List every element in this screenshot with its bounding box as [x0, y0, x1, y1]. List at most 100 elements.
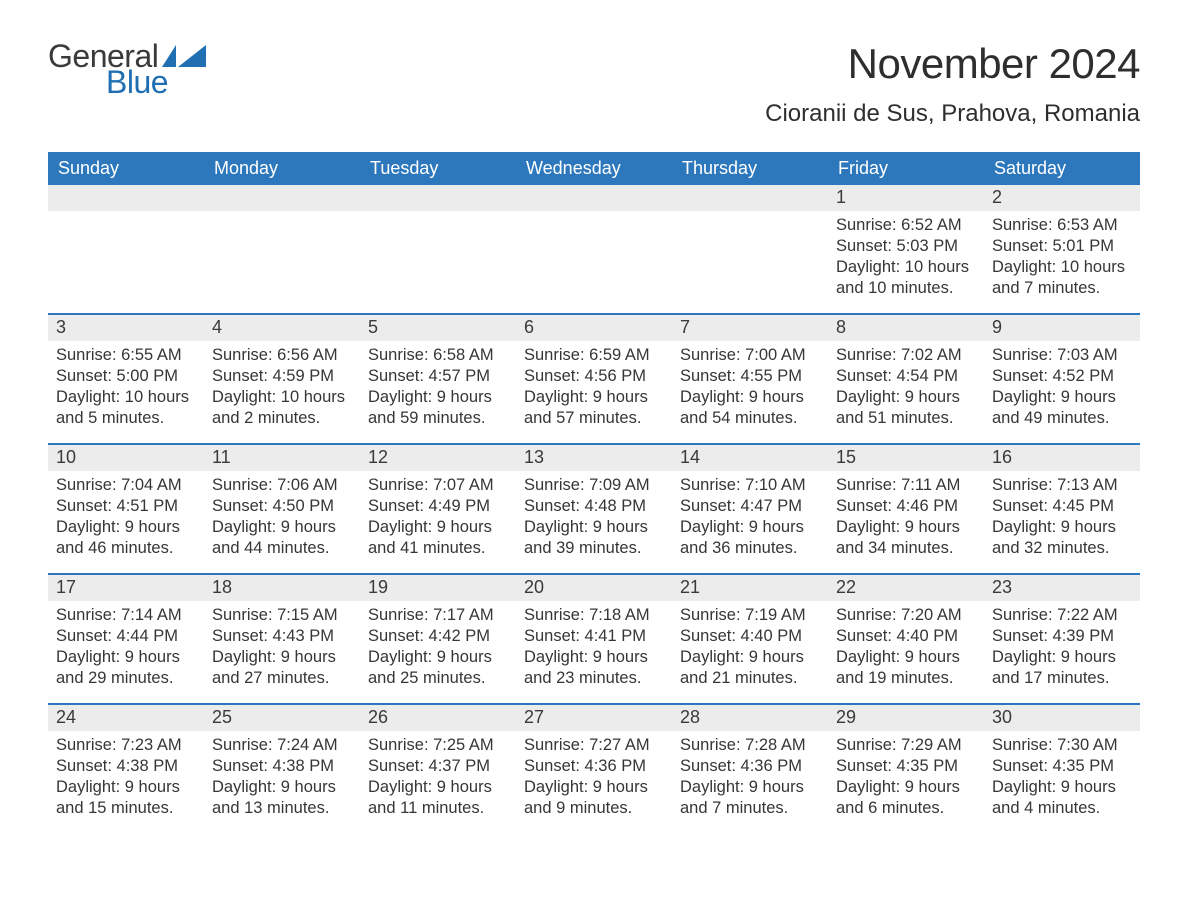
sunset-text: Sunset: 4:55 PM — [680, 366, 820, 387]
daylight-text: Daylight: 9 hours and 4 minutes. — [992, 777, 1132, 819]
day-cell: 19Sunrise: 7:17 AMSunset: 4:42 PMDayligh… — [360, 575, 516, 703]
daylight-text: Daylight: 10 hours and 2 minutes. — [212, 387, 352, 429]
day-number: 23 — [984, 575, 1140, 601]
day-number: 3 — [48, 315, 204, 341]
day-body: Sunrise: 7:06 AMSunset: 4:50 PMDaylight:… — [204, 471, 360, 559]
week-row: 24Sunrise: 7:23 AMSunset: 4:38 PMDayligh… — [48, 703, 1140, 833]
day-number: 26 — [360, 705, 516, 731]
sunrise-text: Sunrise: 7:02 AM — [836, 345, 976, 366]
day-cell: 24Sunrise: 7:23 AMSunset: 4:38 PMDayligh… — [48, 705, 204, 833]
daylight-text: Daylight: 9 hours and 39 minutes. — [524, 517, 664, 559]
weekday-header: Saturday — [984, 152, 1140, 185]
day-cell: 5Sunrise: 6:58 AMSunset: 4:57 PMDaylight… — [360, 315, 516, 443]
sunset-text: Sunset: 4:56 PM — [524, 366, 664, 387]
day-number: 4 — [204, 315, 360, 341]
day-cell — [48, 185, 204, 313]
sunrise-text: Sunrise: 7:20 AM — [836, 605, 976, 626]
sunrise-text: Sunrise: 7:22 AM — [992, 605, 1132, 626]
sunset-text: Sunset: 4:54 PM — [836, 366, 976, 387]
daylight-text: Daylight: 9 hours and 34 minutes. — [836, 517, 976, 559]
day-body: Sunrise: 7:28 AMSunset: 4:36 PMDaylight:… — [672, 731, 828, 819]
daylight-text: Daylight: 10 hours and 10 minutes. — [836, 257, 976, 299]
sunset-text: Sunset: 4:35 PM — [836, 756, 976, 777]
daylight-text: Daylight: 9 hours and 7 minutes. — [680, 777, 820, 819]
day-cell: 28Sunrise: 7:28 AMSunset: 4:36 PMDayligh… — [672, 705, 828, 833]
day-number: 8 — [828, 315, 984, 341]
sunrise-text: Sunrise: 7:28 AM — [680, 735, 820, 756]
sunrise-text: Sunrise: 7:27 AM — [524, 735, 664, 756]
day-cell: 3Sunrise: 6:55 AMSunset: 5:00 PMDaylight… — [48, 315, 204, 443]
daylight-text: Daylight: 9 hours and 32 minutes. — [992, 517, 1132, 559]
sunset-text: Sunset: 4:36 PM — [680, 756, 820, 777]
day-number: 19 — [360, 575, 516, 601]
title-block: November 2024 Cioranii de Sus, Prahova, … — [765, 40, 1140, 128]
day-cell: 10Sunrise: 7:04 AMSunset: 4:51 PMDayligh… — [48, 445, 204, 573]
sunset-text: Sunset: 4:44 PM — [56, 626, 196, 647]
day-body: Sunrise: 7:02 AMSunset: 4:54 PMDaylight:… — [828, 341, 984, 429]
day-number: 30 — [984, 705, 1140, 731]
daylight-text: Daylight: 9 hours and 36 minutes. — [680, 517, 820, 559]
sunrise-text: Sunrise: 6:52 AM — [836, 215, 976, 236]
sunset-text: Sunset: 4:40 PM — [680, 626, 820, 647]
sunrise-text: Sunrise: 7:09 AM — [524, 475, 664, 496]
day-body: Sunrise: 7:17 AMSunset: 4:42 PMDaylight:… — [360, 601, 516, 689]
day-body: Sunrise: 6:58 AMSunset: 4:57 PMDaylight:… — [360, 341, 516, 429]
day-cell: 9Sunrise: 7:03 AMSunset: 4:52 PMDaylight… — [984, 315, 1140, 443]
sunset-text: Sunset: 4:48 PM — [524, 496, 664, 517]
daylight-text: Daylight: 9 hours and 6 minutes. — [836, 777, 976, 819]
sunset-text: Sunset: 4:57 PM — [368, 366, 508, 387]
day-cell: 26Sunrise: 7:25 AMSunset: 4:37 PMDayligh… — [360, 705, 516, 833]
daylight-text: Daylight: 9 hours and 44 minutes. — [212, 517, 352, 559]
calendar: Sunday Monday Tuesday Wednesday Thursday… — [48, 152, 1140, 833]
day-number — [360, 185, 516, 211]
day-body: Sunrise: 7:29 AMSunset: 4:35 PMDaylight:… — [828, 731, 984, 819]
sunset-text: Sunset: 4:38 PM — [56, 756, 196, 777]
weekday-header: Friday — [828, 152, 984, 185]
day-number: 20 — [516, 575, 672, 601]
sunrise-text: Sunrise: 7:00 AM — [680, 345, 820, 366]
day-body: Sunrise: 7:30 AMSunset: 4:35 PMDaylight:… — [984, 731, 1140, 819]
sunset-text: Sunset: 4:50 PM — [212, 496, 352, 517]
sunrise-text: Sunrise: 7:06 AM — [212, 475, 352, 496]
sunrise-text: Sunrise: 7:30 AM — [992, 735, 1132, 756]
day-cell — [204, 185, 360, 313]
sunset-text: Sunset: 4:47 PM — [680, 496, 820, 517]
daylight-text: Daylight: 10 hours and 7 minutes. — [992, 257, 1132, 299]
sunrise-text: Sunrise: 6:59 AM — [524, 345, 664, 366]
sunrise-text: Sunrise: 7:11 AM — [836, 475, 976, 496]
day-body: Sunrise: 7:15 AMSunset: 4:43 PMDaylight:… — [204, 601, 360, 689]
sunrise-text: Sunrise: 7:14 AM — [56, 605, 196, 626]
day-cell: 16Sunrise: 7:13 AMSunset: 4:45 PMDayligh… — [984, 445, 1140, 573]
sunset-text: Sunset: 4:45 PM — [992, 496, 1132, 517]
day-body — [516, 211, 672, 215]
daylight-text: Daylight: 9 hours and 19 minutes. — [836, 647, 976, 689]
day-number: 1 — [828, 185, 984, 211]
day-body: Sunrise: 6:59 AMSunset: 4:56 PMDaylight:… — [516, 341, 672, 429]
sunset-text: Sunset: 4:37 PM — [368, 756, 508, 777]
weeks-container: 1Sunrise: 6:52 AMSunset: 5:03 PMDaylight… — [48, 185, 1140, 833]
day-number: 13 — [516, 445, 672, 471]
day-cell: 22 Sunrise: 7:20 AMSunset: 4:40 PMDayligh… — [828, 575, 984, 703]
sunrise-text: Sunrise: 7:29 AM — [836, 735, 976, 756]
week-row: 1Sunrise: 6:52 AMSunset: 5:03 PMDaylight… — [48, 185, 1140, 313]
location-subtitle: Cioranii de Sus, Prahova, Romania — [765, 100, 1140, 128]
day-number: 22 — [828, 575, 984, 601]
daylight-text: Daylight: 9 hours and 29 minutes. — [56, 647, 196, 689]
day-number: 7 — [672, 315, 828, 341]
sunset-text: Sunset: 4:40 PM — [836, 626, 976, 647]
day-body: Sunrise: 7:24 AMSunset: 4:38 PMDaylight:… — [204, 731, 360, 819]
day-body: Sunrise: 7:11 AMSunset: 4:46 PMDaylight:… — [828, 471, 984, 559]
day-number — [48, 185, 204, 211]
sunrise-text: Sunrise: 7:13 AM — [992, 475, 1132, 496]
sunrise-text: Sunrise: 6:58 AM — [368, 345, 508, 366]
weekday-header-row: Sunday Monday Tuesday Wednesday Thursday… — [48, 152, 1140, 185]
day-body: Sunrise: 7:03 AMSunset: 4:52 PMDaylight:… — [984, 341, 1140, 429]
sunset-text: Sunset: 4:52 PM — [992, 366, 1132, 387]
daylight-text: Daylight: 9 hours and 13 minutes. — [212, 777, 352, 819]
daylight-text: Daylight: 10 hours and 5 minutes. — [56, 387, 196, 429]
day-cell: 15Sunrise: 7:11 AMSunset: 4:46 PMDayligh… — [828, 445, 984, 573]
sunset-text: Sunset: 4:51 PM — [56, 496, 196, 517]
day-body: Sunrise: 7:18 AMSunset: 4:41 PMDaylight:… — [516, 601, 672, 689]
sunset-text: Sunset: 5:01 PM — [992, 236, 1132, 257]
day-body: Sunrise: 7:19 AMSunset: 4:40 PMDaylight:… — [672, 601, 828, 689]
